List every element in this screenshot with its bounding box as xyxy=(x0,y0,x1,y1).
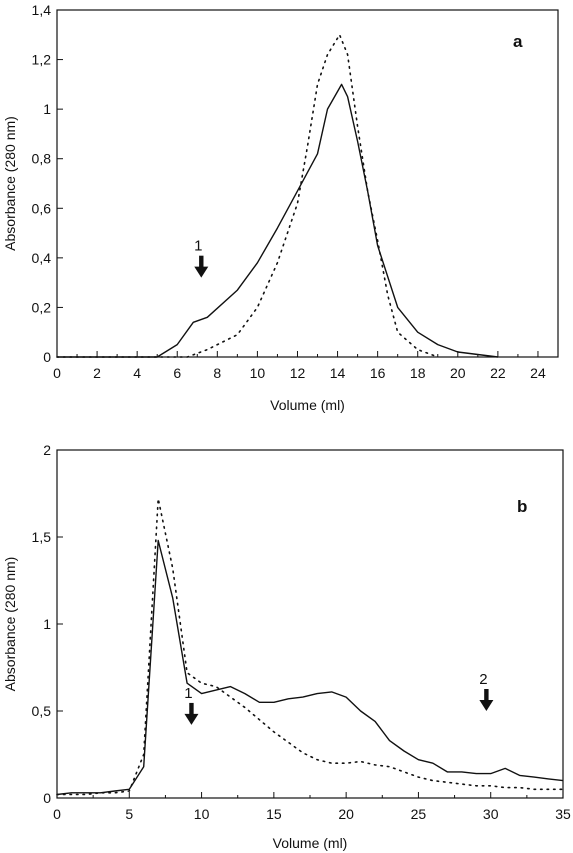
arrow-shaft xyxy=(199,255,204,269)
x-tick-label: 18 xyxy=(410,365,426,381)
y-tick-label: 0,8 xyxy=(32,151,52,167)
x-tick-label: 0 xyxy=(53,806,61,822)
y-tick-label: 0,6 xyxy=(32,200,52,216)
x-axis-label: Volume (ml) xyxy=(270,397,345,413)
x-tick-label: 10 xyxy=(194,806,210,822)
down-arrow-icon xyxy=(479,700,494,711)
y-tick-label: 1,2 xyxy=(32,52,52,68)
fraction-arrow-2: 2 xyxy=(479,671,494,711)
plot-frame xyxy=(56,9,559,358)
series-line-dotted xyxy=(56,498,564,796)
x-tick-label: 20 xyxy=(450,365,466,381)
x-tick-label: 22 xyxy=(490,365,506,381)
x-tick-label: 0 xyxy=(53,365,61,381)
series-line-solid xyxy=(57,83,498,358)
x-tick-label: 16 xyxy=(370,365,386,381)
chart-panel-a: 0 2 4 6 8 10 12 14 16 18 20 22 2400,20,40,60,811,21,… xyxy=(2,2,559,413)
x-tick-label: 35 xyxy=(555,806,571,822)
x-tick-label: 25 xyxy=(411,806,427,822)
x-tick-label: 15 xyxy=(266,806,282,822)
x-tick-label: 5 xyxy=(125,806,133,822)
series-line-dotted xyxy=(56,33,439,358)
arrow-label: 1 xyxy=(194,238,202,255)
y-tick-label: 0 xyxy=(43,790,51,806)
x-tick-label: 20 xyxy=(338,806,354,822)
panel-letter: b xyxy=(517,497,527,516)
y-tick-label: 0,5 xyxy=(32,703,52,719)
y-tick-label: 0 xyxy=(43,349,51,365)
fraction-arrow-1: 1 xyxy=(194,238,209,278)
plot-frame xyxy=(56,449,564,799)
y-axis-label: Absorbance (280 nm) xyxy=(2,557,18,692)
x-tick-label: 10 xyxy=(250,365,266,381)
y-tick-label: 0,2 xyxy=(32,299,52,315)
y-tick-label: 1 xyxy=(43,101,51,117)
chart-panel-b: 0 5 10 15 20 25 30 35 0 0,5 1 1,5 2 Volume (ml) Absorb… xyxy=(2,442,571,851)
panel-letter: a xyxy=(513,32,523,51)
fraction-arrow-1: 1 xyxy=(184,685,199,725)
arrow-shaft xyxy=(484,689,489,702)
arrow-label: 2 xyxy=(479,671,487,688)
y-tick-label: 2 xyxy=(43,442,51,458)
x-tick-label: 4 xyxy=(133,365,141,381)
x-tick-label: 12 xyxy=(290,365,306,381)
x-tick-label: 14 xyxy=(330,365,346,381)
x-tick-label: 30 xyxy=(483,806,499,822)
x-tick-label: 2 xyxy=(93,365,101,381)
x-axis-label: Volume (ml) xyxy=(273,835,348,851)
down-arrow-icon xyxy=(184,713,199,725)
series-line-solid xyxy=(56,539,564,796)
x-tick-label: 6 xyxy=(173,365,181,381)
down-arrow-icon xyxy=(194,266,209,278)
y-tick-label: 1,5 xyxy=(32,529,52,545)
arrow-label: 1 xyxy=(184,685,192,702)
y-tick-label: 1,4 xyxy=(32,2,52,18)
y-tick-label: 0,4 xyxy=(32,250,52,266)
arrow-shaft xyxy=(189,702,194,716)
x-tick-label: 8 xyxy=(213,365,221,381)
x-tick-label: 24 xyxy=(530,365,546,381)
y-tick-label: 1 xyxy=(43,616,51,632)
y-axis-label: Absorbance (280 nm) xyxy=(2,116,18,251)
